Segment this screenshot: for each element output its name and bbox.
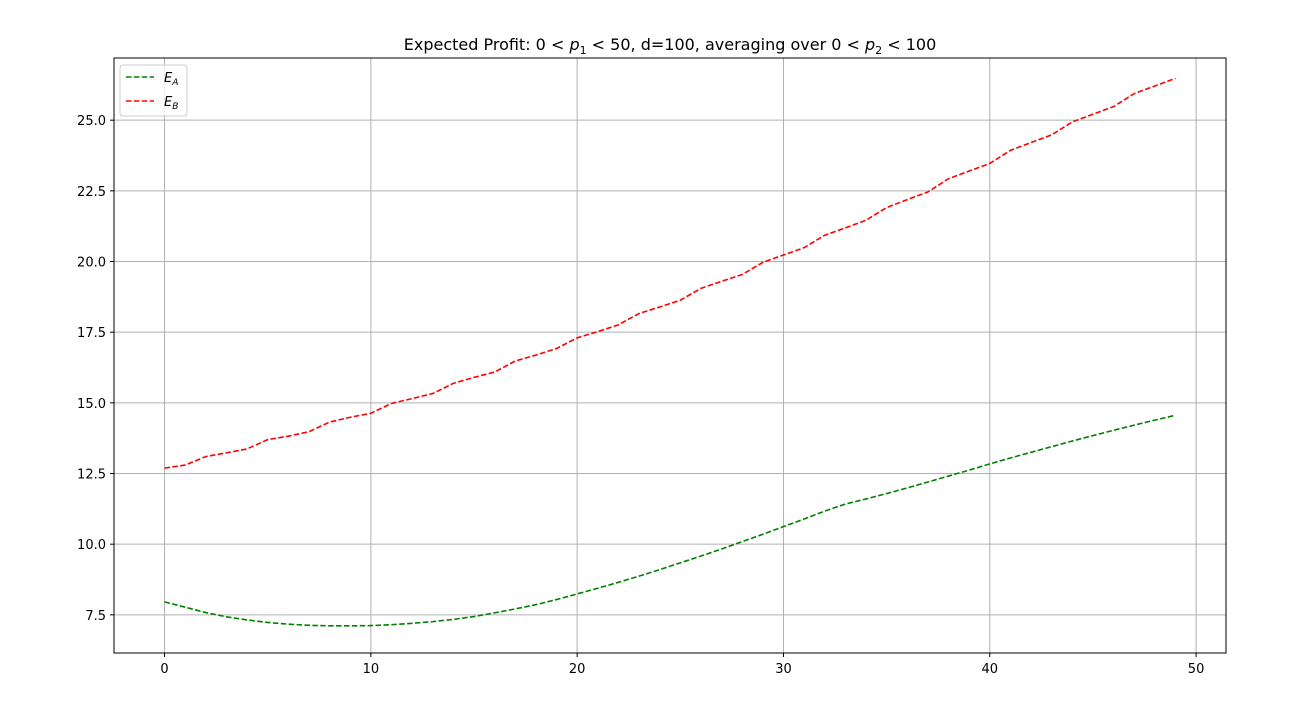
legend-label-ea-sub: A xyxy=(171,78,178,88)
title-sub-1: 1 xyxy=(580,44,587,57)
title-var-2: p xyxy=(864,35,875,54)
y-tick-label: 12.5 xyxy=(77,468,106,483)
title-sub-2: 2 xyxy=(875,44,882,57)
legend-label-eb-base: E xyxy=(164,95,173,110)
legend-label-eb-sub: B xyxy=(172,102,178,112)
series-line-ea xyxy=(164,414,1176,627)
y-tick-label: 10.0 xyxy=(77,538,106,553)
series-lines xyxy=(164,77,1176,627)
legend-label-eb: EB xyxy=(164,95,178,112)
y-tick-label: 25.0 xyxy=(77,114,106,129)
axis-ticks: 0 10 20 30 40 50 7.5 10.0 12.5 15.0 17.5 20.0 22.5 25… xyxy=(77,114,1204,677)
legend-label-ea-base: E xyxy=(164,71,173,86)
title-part-2: < 50, d=100, averaging over 0 < xyxy=(587,35,865,54)
x-tick-label: 20 xyxy=(569,662,586,677)
plot-frame xyxy=(113,57,1227,654)
grid xyxy=(114,58,1226,653)
y-tick-label: 15.0 xyxy=(77,397,106,412)
x-tick-label: 10 xyxy=(363,662,380,677)
x-tick-label: 0 xyxy=(160,662,168,677)
x-tick-label: 30 xyxy=(775,662,792,677)
y-tick-label: 7.5 xyxy=(85,609,106,624)
y-tick-label: 17.5 xyxy=(77,326,106,341)
title-var-1: p xyxy=(568,35,579,54)
title-part-3: < 100 xyxy=(882,35,936,54)
legend: EA EB xyxy=(119,64,188,117)
y-tick-label: 20.0 xyxy=(77,256,106,271)
chart-title: Expected Profit: 0 < p1 < 50, d=100, ave… xyxy=(404,35,937,57)
series-line-eb xyxy=(164,77,1176,469)
legend-label-ea: EA xyxy=(164,71,178,88)
x-tick-label: 50 xyxy=(1188,662,1205,677)
title-part-1: Expected Profit: 0 < xyxy=(404,35,570,54)
x-tick-label: 40 xyxy=(982,662,999,677)
y-tick-label: 22.5 xyxy=(77,185,106,200)
